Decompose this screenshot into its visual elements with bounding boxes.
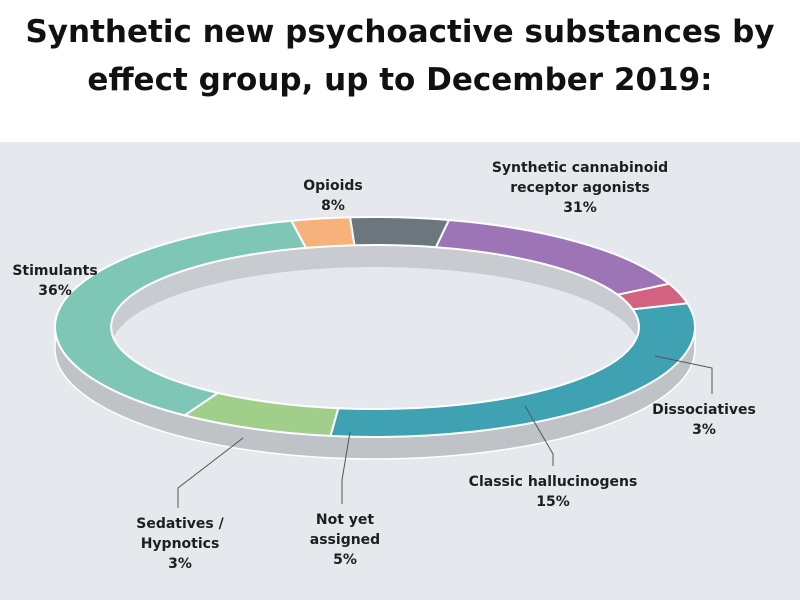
slice-name-label: receptor agonists — [510, 180, 650, 196]
slice-synthetic-cannabinoid-receptor-agonists — [329, 302, 696, 438]
leader-line — [524, 405, 554, 466]
chart-title-line-1: Synthetic new psychoactive substances by — [25, 14, 775, 50]
ring-inner-wall — [111, 245, 639, 349]
slice-value-label: 3% — [168, 556, 192, 572]
slice-name-label: Sedatives / — [136, 516, 224, 532]
slice-value-label: 31% — [563, 200, 597, 216]
slice-labels: Synthetic cannabinoid receptor agonists 31… — [12, 160, 756, 572]
slice-label: Stimulants 36% — [12, 263, 97, 299]
slice-name-label: Stimulants — [12, 263, 97, 279]
slice-name-label: Hypnotics — [141, 536, 220, 552]
leader-lines — [177, 355, 713, 508]
slice-opioids — [182, 391, 340, 437]
slice-name-label: Dissociatives — [652, 402, 756, 418]
slice-name-label: assigned — [310, 532, 380, 548]
slice-not-yet-assigned — [348, 215, 451, 249]
slice-value-label: 36% — [38, 283, 72, 299]
slice-stimulants — [54, 219, 308, 417]
slice-label: Classic hallucinogens 15% — [469, 474, 638, 510]
slice-value-label: 3% — [692, 422, 716, 438]
slice-label: Sedatives / Hypnotics 3% — [136, 516, 224, 572]
slice-value-label: 8% — [321, 198, 345, 214]
slice-name-label: Classic hallucinogens — [469, 474, 638, 490]
leader-line — [177, 437, 244, 508]
ring-inner-side — [111, 245, 639, 349]
chart-title-line-2: effect group, up to December 2019: — [87, 62, 713, 98]
slice-label: Not yet assigned 5% — [310, 512, 380, 568]
leader-line — [341, 431, 351, 504]
ring-slices — [54, 215, 696, 438]
donut-chart: Synthetic cannabinoid receptor agonists 31… — [12, 160, 756, 572]
chart-title: Synthetic new psychoactive substances by… — [0, 8, 800, 104]
slice-name-label: Not yet — [316, 512, 375, 528]
slice-label: Opioids 8% — [303, 178, 363, 214]
slice-name-label: Opioids — [303, 178, 363, 194]
slice-name-label: Synthetic cannabinoid — [492, 160, 668, 176]
leader-line — [654, 355, 713, 394]
slice-value-label: 15% — [536, 494, 570, 510]
chart-panel: Synthetic cannabinoid receptor agonists 31… — [0, 142, 800, 600]
slice-label: Synthetic cannabinoid receptor agonists 31… — [492, 160, 668, 216]
slice-value-label: 5% — [333, 552, 357, 568]
slice-label: Dissociatives 3% — [652, 402, 756, 438]
